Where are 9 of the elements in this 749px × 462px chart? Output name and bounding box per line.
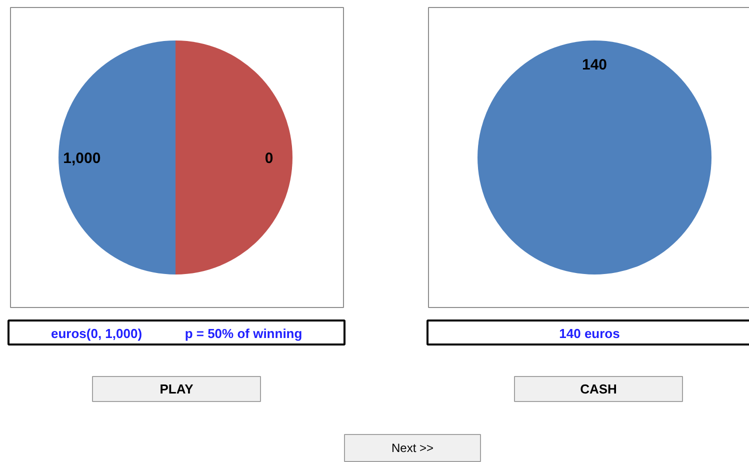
- slice-label: 1,000: [63, 150, 101, 167]
- slice-label: 0: [264, 150, 274, 167]
- text: euros(0, 1,000): [50, 326, 142, 341]
- slice-label: 140: [582, 56, 608, 74]
- text: Next >>: [391, 441, 434, 455]
- text: PLAY: [160, 382, 194, 396]
- text: 140 euros: [559, 326, 620, 341]
- text: p = 50% of winning: [184, 326, 302, 341]
- text: CASH: [580, 382, 617, 396]
